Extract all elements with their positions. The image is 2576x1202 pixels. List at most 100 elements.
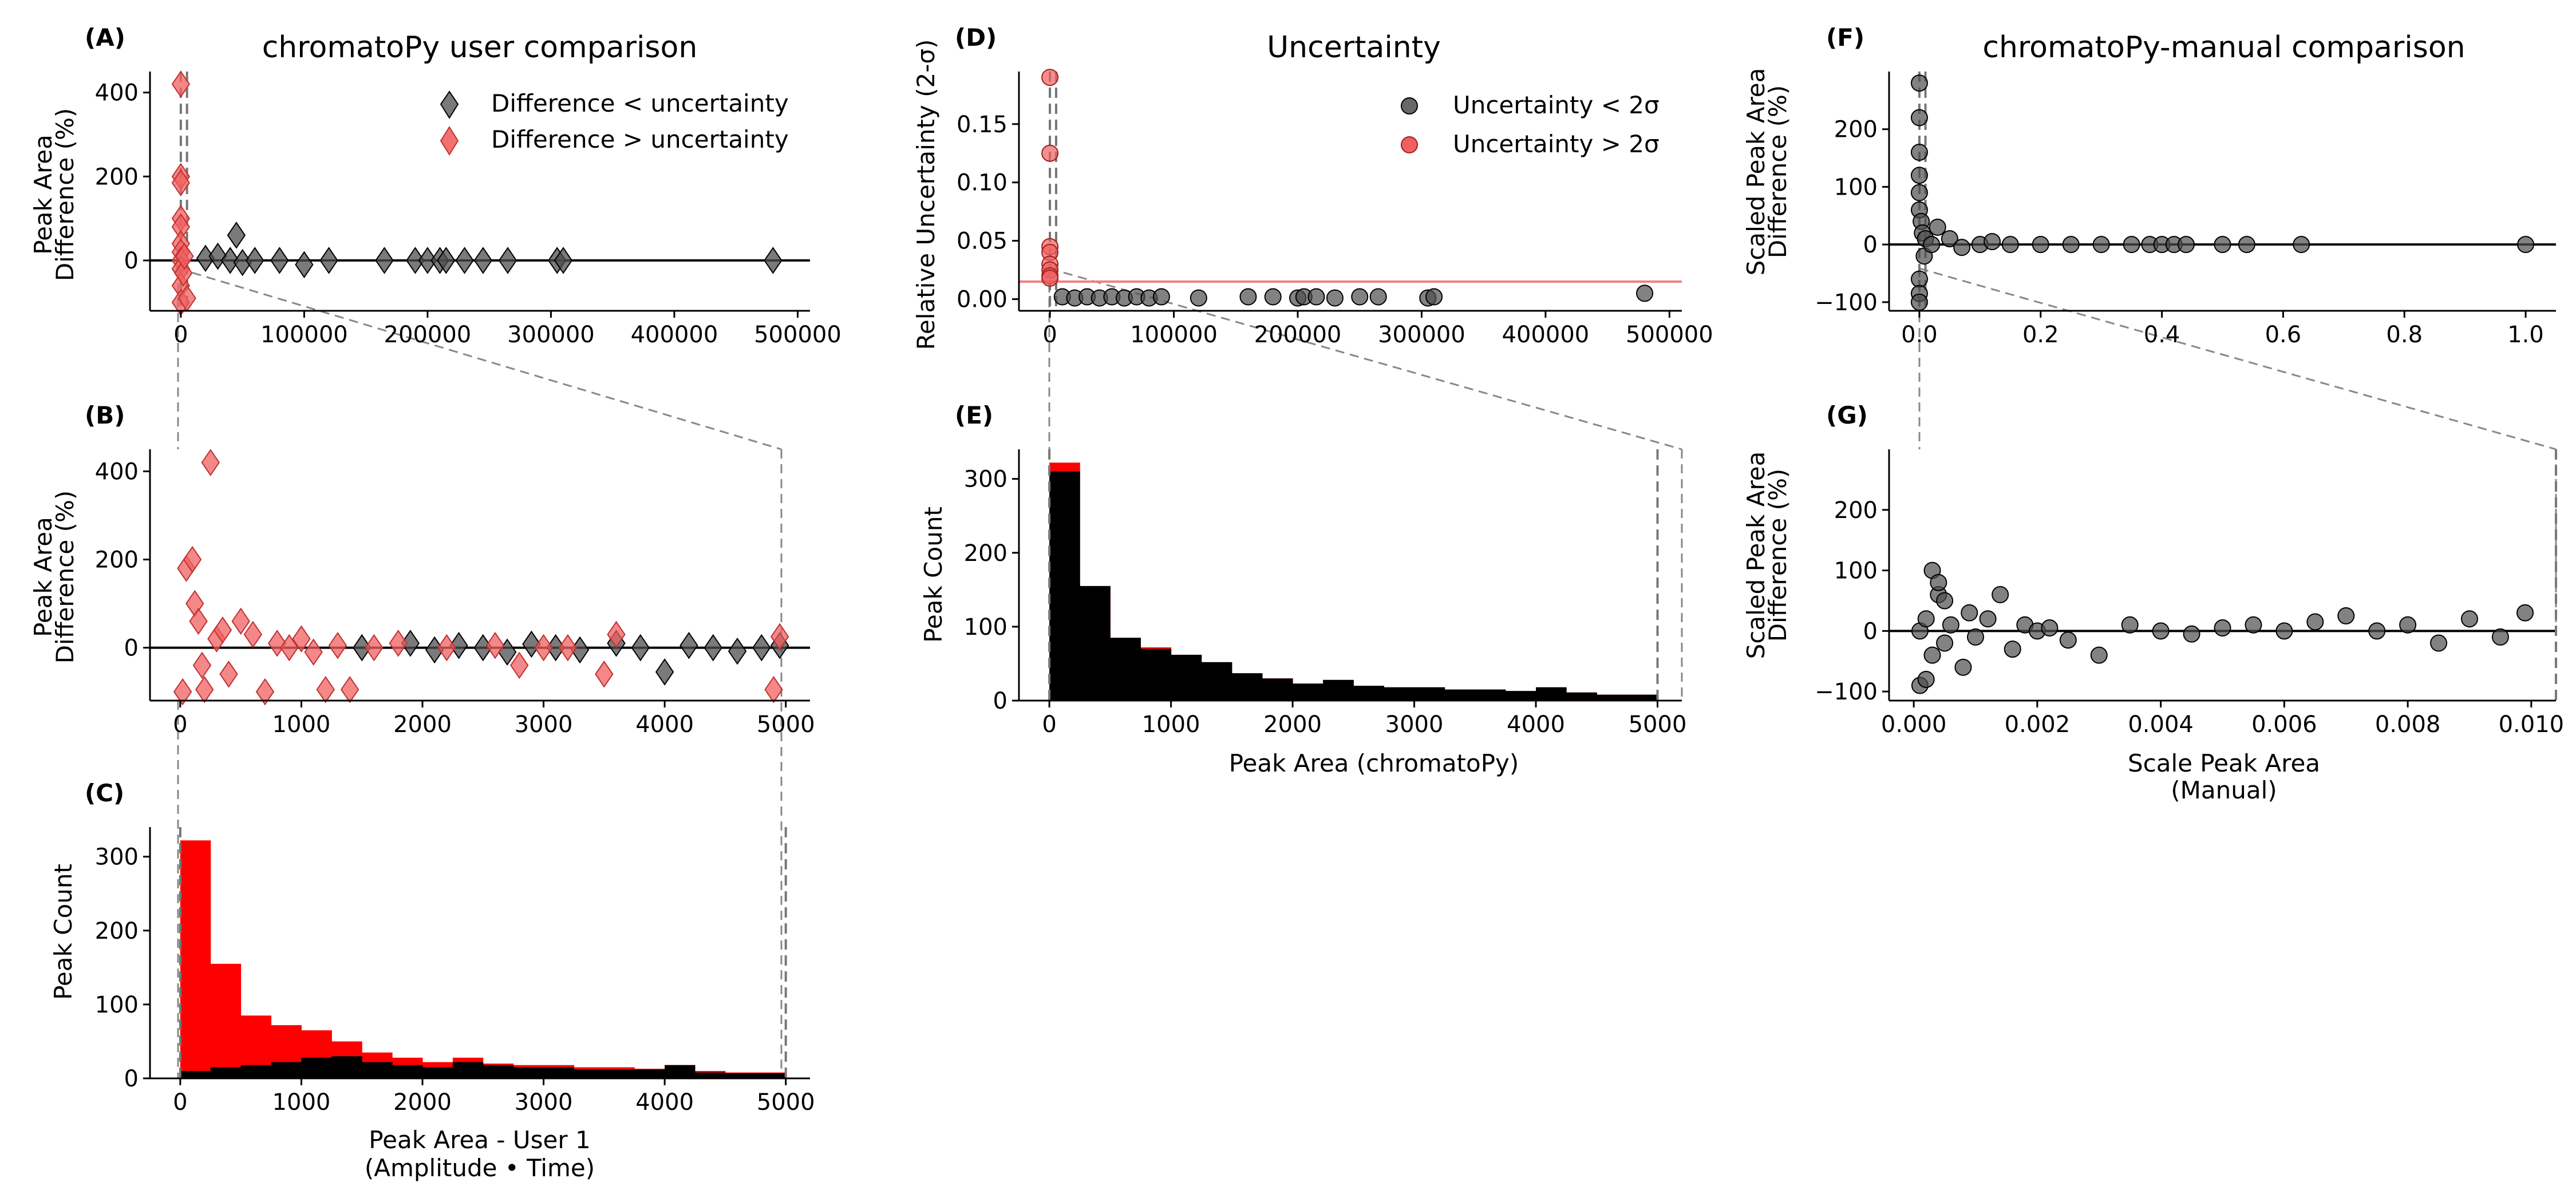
- ylabel-g-line2: Difference (%): [1764, 469, 1792, 642]
- panel-c: (C) Peak Count Peak Area - User 1 (Ampli…: [49, 779, 815, 1182]
- bar-black: [1262, 678, 1293, 701]
- bar-black: [665, 1065, 696, 1078]
- bar-black: [574, 1069, 605, 1078]
- data-point: [1930, 574, 1947, 591]
- point-below-2sigma: [1326, 289, 1344, 307]
- data-point: [2214, 619, 2231, 637]
- x-tick-label: 0.006: [2251, 711, 2317, 738]
- y-tick-label: 0: [1863, 232, 1878, 258]
- legend-a: Difference < uncertainty Difference > un…: [440, 89, 789, 156]
- plot-area-g: 0.000 0.002 0.004 0.006 0.008 0.010 −100 0 100 20…: [1815, 449, 2564, 738]
- xlabel-g-line1: Scale Peak Area: [2128, 749, 2320, 777]
- point-less-uncertainty: [728, 637, 747, 665]
- point-less-uncertainty: [752, 634, 771, 662]
- bar-black: [1323, 679, 1354, 701]
- data-point: [1923, 236, 1941, 254]
- x-tick-label: 400000: [1502, 322, 1590, 348]
- data-point: [2004, 640, 2021, 658]
- y-tick-label: 0: [124, 635, 139, 662]
- x-tick-label: 4000: [635, 1089, 694, 1116]
- bar-black: [1505, 691, 1536, 701]
- y-tick-label: 200: [95, 547, 139, 574]
- point-less-uncertainty: [522, 630, 541, 658]
- panel-g: (G) Scaled Peak Area Difference (%) Scal…: [1742, 401, 2564, 804]
- point-greater-uncertainty: [255, 678, 275, 706]
- panel-title-a: chromatoPy user comparison: [262, 30, 698, 65]
- legend-d: Uncertainty < 2σ Uncertainty > 2σ: [1401, 91, 1660, 158]
- point-greater-uncertainty: [173, 259, 193, 287]
- legend-marker-below-2sigma: [1401, 97, 1418, 114]
- data-point: [2337, 607, 2355, 624]
- data-point: [1910, 270, 1928, 288]
- point-greater-uncertainty: [365, 634, 384, 662]
- x-tick-label: 500000: [754, 322, 841, 348]
- bar-black: [180, 1071, 211, 1078]
- panel-label-f: (F): [1826, 23, 1864, 52]
- y-tick-label: −100: [1815, 679, 1878, 705]
- bar-black: [1384, 687, 1415, 701]
- data-point: [2399, 616, 2417, 634]
- y-tick-label: 200: [95, 918, 139, 944]
- point-above-2sigma: [1041, 69, 1059, 86]
- panel-label-b: (B): [85, 401, 125, 429]
- point-greater-uncertainty: [437, 634, 456, 662]
- y-tick-label: 300: [95, 844, 139, 871]
- x-tick-label: 0: [173, 711, 187, 738]
- point-greater-uncertainty: [171, 169, 191, 197]
- point-less-uncertainty: [498, 247, 517, 274]
- point-greater-uncertainty: [171, 70, 191, 98]
- data-point: [1953, 239, 1971, 256]
- point-greater-uncertainty: [189, 607, 208, 635]
- point-greater-uncertainty: [328, 631, 347, 659]
- panel-title-d: Uncertainty: [1267, 30, 1441, 65]
- data-point: [2245, 616, 2262, 634]
- point-below-2sigma: [1190, 289, 1207, 307]
- point-greater-uncertainty: [183, 545, 202, 574]
- y-tick-label: 0.05: [957, 228, 1008, 255]
- point-greater-uncertainty: [280, 634, 299, 662]
- point-greater-uncertainty: [389, 630, 408, 657]
- point-less-uncertainty: [375, 247, 394, 274]
- point-greater-uncertainty: [267, 630, 287, 657]
- bar-black: [1566, 692, 1597, 701]
- y-tick-label: 0: [124, 1066, 139, 1092]
- data-point: [2062, 236, 2080, 254]
- x-tick-label: 100000: [1130, 322, 1218, 348]
- point-less-uncertainty: [704, 634, 722, 662]
- point-above-2sigma: [1041, 144, 1059, 162]
- point-greater-uncertainty: [316, 675, 335, 703]
- zoom-connectors: [177, 267, 2557, 1078]
- bar-black: [543, 1067, 574, 1078]
- y-tick-label: 0.00: [957, 287, 1008, 313]
- point-below-2sigma: [1425, 288, 1443, 306]
- point-greater-uncertainty: [485, 631, 505, 659]
- bar-red: [180, 840, 211, 1078]
- panel-label-a: (A): [85, 23, 125, 52]
- ylabel-d: Relative Uncertainty (2-σ): [912, 39, 940, 350]
- legend-marker-above-2sigma: [1401, 136, 1418, 153]
- y-tick-label: 200: [964, 540, 1008, 567]
- bar-black: [1475, 689, 1506, 701]
- data-point: [2517, 236, 2535, 254]
- bar-black: [1536, 687, 1567, 701]
- data-point: [2152, 622, 2170, 640]
- x-tick-label: 5000: [1629, 711, 1687, 738]
- y-tick-label: 100: [95, 992, 139, 1018]
- bar-black: [210, 1067, 242, 1078]
- data-point: [1917, 670, 1935, 688]
- x-tick-label: 0: [1042, 322, 1057, 348]
- panel-label-e: (E): [955, 401, 993, 429]
- xlabel-c-line2: (Amplitude • Time): [365, 1154, 595, 1182]
- bar-black: [422, 1067, 453, 1078]
- point-greater-uncertainty: [173, 678, 192, 706]
- panel-e: (E) Peak Count Peak Area (chromatoPy) 0 1…: [919, 401, 1686, 777]
- x-tick-label: 200000: [1254, 322, 1342, 348]
- x-tick-label: 0.8: [2386, 322, 2423, 348]
- point-below-2sigma: [1264, 288, 1282, 306]
- x-tick-label: 0.6: [2265, 322, 2302, 348]
- data-point: [1979, 610, 1997, 628]
- panel-f: (F) chromatoPy-manual comparison Scaled …: [1742, 23, 2556, 348]
- point-greater-uncertainty: [534, 634, 553, 662]
- data-point: [2238, 236, 2255, 254]
- bar-black: [452, 1062, 484, 1078]
